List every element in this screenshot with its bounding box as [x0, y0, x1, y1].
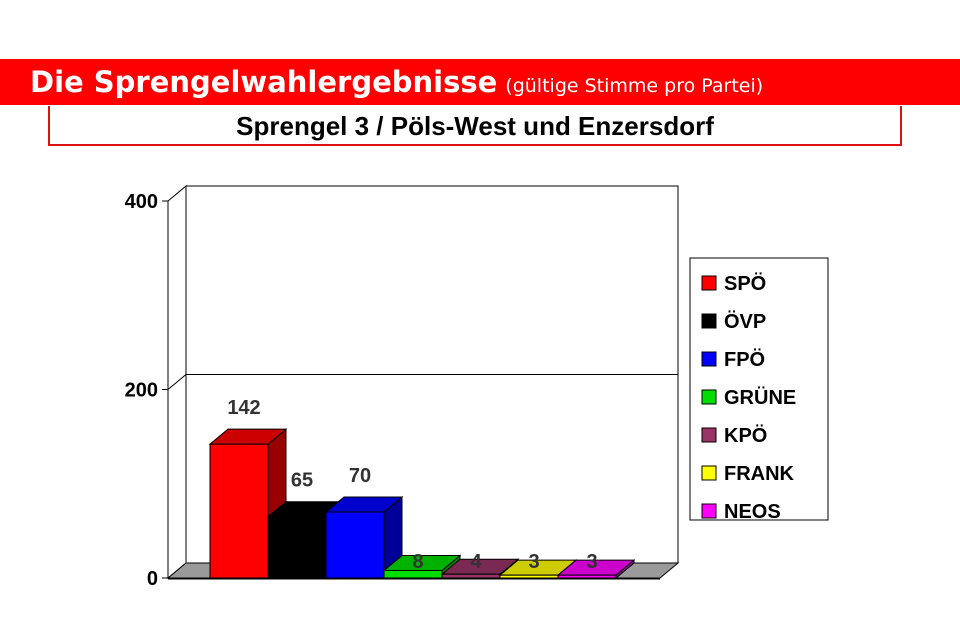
legend: SPÖ ÖVP FPÖ GRÜNE KPÖ FRANK NEOS	[689, 257, 829, 523]
legend-swatch	[701, 313, 717, 329]
legend-swatch	[701, 389, 717, 405]
data-label: 70	[349, 465, 371, 487]
bars	[208, 428, 636, 580]
data-labels: 142 65 70 8 4 3 3	[227, 397, 597, 573]
legend-item: GRÜNE	[701, 386, 796, 409]
legend-swatch	[701, 503, 717, 519]
banner-text: Die Sprengelwahlergebnisse (gültige Stimm…	[30, 59, 763, 105]
page-title: Die Sprengelwahlergebnisse	[30, 65, 498, 99]
data-label: 142	[227, 397, 260, 419]
legend-swatch	[701, 427, 717, 443]
data-label: 3	[528, 551, 539, 573]
legend-item: SPÖ	[701, 272, 766, 295]
legend-label: NEOS	[724, 501, 781, 523]
gridline	[167, 374, 678, 390]
bar-front	[499, 574, 559, 579]
y-axis-ticks: 0 200 400	[125, 191, 168, 590]
bar-front	[267, 516, 327, 579]
legend-swatch	[701, 275, 717, 291]
legend-item: NEOS	[701, 501, 781, 523]
bar-front	[325, 511, 385, 579]
data-label: 8	[412, 551, 423, 573]
legend-label: SPÖ	[724, 272, 766, 295]
legend-label: FPÖ	[724, 348, 765, 371]
page-subtitle: (gültige Stimme pro Partei)	[505, 75, 764, 97]
data-label: 3	[586, 551, 597, 573]
legend-label: FRANK	[724, 463, 795, 485]
bar-front	[557, 574, 617, 579]
legend-item: ÖVP	[701, 310, 766, 333]
bar-spö	[208, 428, 288, 580]
bar-fpö	[324, 495, 404, 580]
y-tick-label: 200	[125, 380, 158, 402]
legend-swatch	[701, 351, 717, 367]
legend-item: FPÖ	[701, 348, 765, 371]
data-label: 4	[470, 551, 482, 573]
bar-neos	[556, 559, 636, 580]
legend-label: ÖVP	[724, 310, 766, 333]
bar-front	[209, 443, 269, 579]
y-tick-label: 0	[147, 568, 158, 590]
legend-item: FRANK	[701, 463, 795, 485]
legend-swatch	[701, 465, 717, 481]
y-tick-label: 400	[125, 191, 158, 213]
legend-label: GRÜNE	[724, 386, 796, 409]
legend-label: KPÖ	[724, 424, 767, 447]
legend-item: KPÖ	[701, 424, 767, 447]
chart-heading: Sprengel 3 / Pöls-West und Enzersdorf	[236, 111, 714, 141]
bar-front	[441, 573, 501, 579]
chart-heading-box: Sprengel 3 / Pöls-West und Enzersdorf	[48, 106, 902, 146]
data-label: 65	[291, 470, 313, 492]
title-banner: Die Sprengelwahlergebnisse (gültige Stimm…	[0, 59, 960, 105]
